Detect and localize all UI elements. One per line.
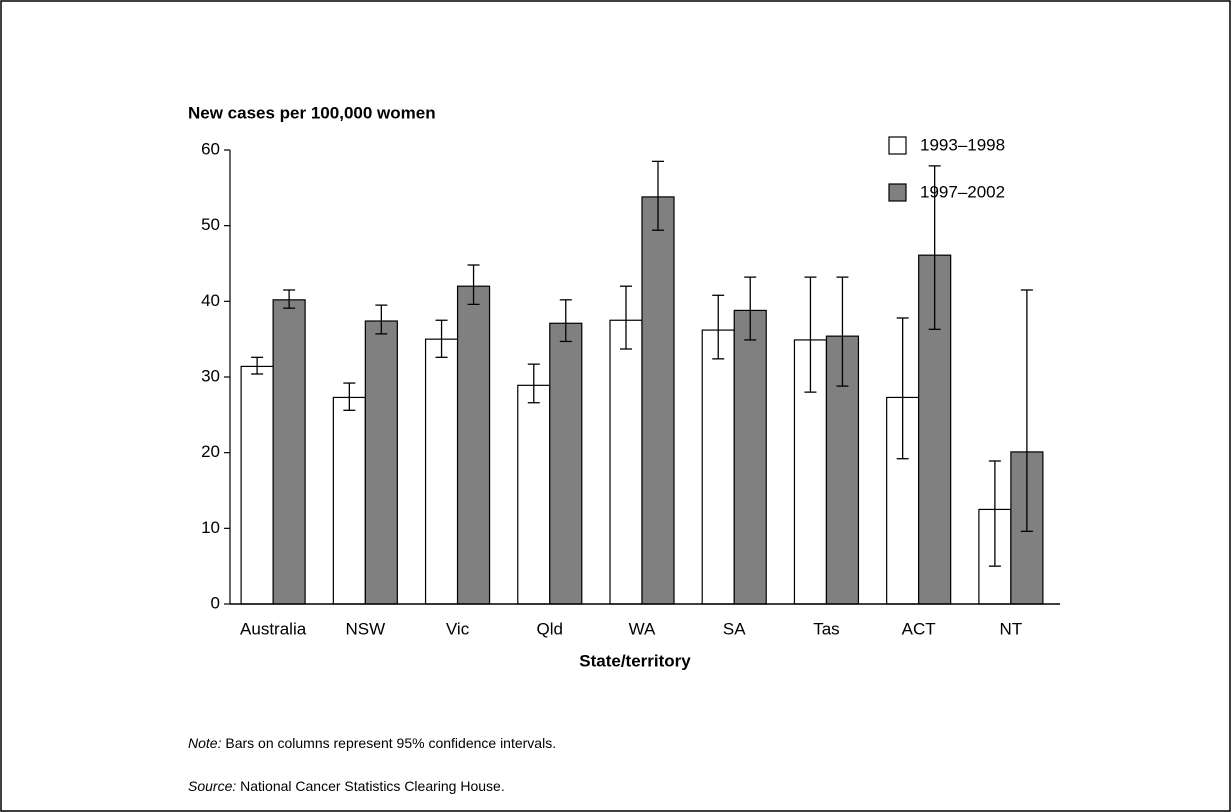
- legend-label: 1993–1998: [920, 135, 1005, 154]
- legend-label: 1997–2002: [920, 182, 1005, 201]
- y-tick-label: 60: [201, 139, 220, 158]
- y-tick-label: 40: [201, 291, 220, 310]
- bar: [364, 320, 398, 605]
- x-tick-label: SA: [723, 619, 746, 638]
- note-text: Bars on columns represent 95% confidence…: [225, 735, 556, 751]
- x-axis-label: State/territory: [579, 651, 691, 670]
- y-tick-label: 30: [201, 366, 220, 385]
- bar: [517, 384, 551, 605]
- note: Note: Bars on columns represent 95% conf…: [188, 735, 556, 751]
- bar: [240, 365, 274, 605]
- bar: [609, 319, 643, 605]
- legend-swatch: [888, 183, 907, 202]
- bar: [272, 299, 306, 605]
- source: Source: National Cancer Statistics Clear…: [188, 778, 505, 794]
- bar: [549, 322, 583, 605]
- source-text: National Cancer Statistics Clearing Hous…: [240, 778, 505, 794]
- note-label: Note:: [188, 735, 222, 751]
- bar: [424, 338, 459, 605]
- bar: [733, 309, 767, 605]
- x-tick-label: ACT: [902, 619, 936, 638]
- source-label: Source:: [188, 778, 236, 794]
- x-tick-label: Vic: [446, 619, 470, 638]
- y-tick-label: 0: [211, 593, 220, 612]
- x-tick-label: Australia: [240, 619, 307, 638]
- bar: [332, 396, 366, 605]
- x-tick-label: WA: [629, 619, 656, 638]
- y-tick-label: 20: [201, 442, 220, 461]
- bar: [701, 329, 735, 605]
- x-tick-label: NT: [1000, 619, 1023, 638]
- legend-swatch: [888, 136, 907, 155]
- bar: [641, 196, 675, 605]
- y-axis-label: New cases per 100,000 women: [188, 103, 436, 122]
- y-tick-label: 10: [201, 518, 220, 537]
- y-tick-label: 50: [201, 215, 220, 234]
- x-tick-label: Tas: [813, 619, 839, 638]
- x-tick-label: Qld: [537, 619, 563, 638]
- bar: [456, 285, 491, 605]
- x-tick-label: NSW: [345, 619, 385, 638]
